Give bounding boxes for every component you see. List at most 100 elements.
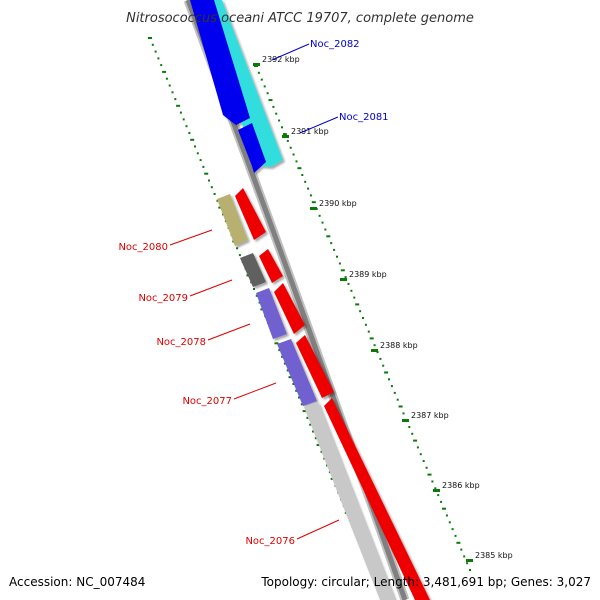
gene-labels: Noc_2082 Noc_2081 Noc_2080 Noc_2079 Noc_2078… bbox=[118, 39, 388, 547]
gene-leader-line bbox=[233, 382, 277, 400]
gene-label-noc-2082[interactable]: Noc_2082 bbox=[310, 39, 360, 50]
feature-noc-2078[interactable] bbox=[274, 283, 305, 334]
outer-tick bbox=[353, 296, 356, 299]
outer-tick bbox=[278, 119, 281, 122]
inner-tick bbox=[176, 104, 181, 107]
gene-leader-line bbox=[299, 116, 339, 134]
feature-noc-2079[interactable] bbox=[259, 249, 283, 283]
outer-tick bbox=[437, 494, 440, 497]
outer-tick bbox=[416, 446, 419, 449]
inner-tick bbox=[316, 444, 321, 446]
feature-noc-2076-light[interactable] bbox=[304, 402, 395, 600]
genome-summary-text: Topology: circular; Length: 3,481,691 bp… bbox=[260, 575, 591, 589]
gene-leader-line bbox=[169, 229, 213, 246]
inner-tick bbox=[208, 179, 210, 182]
gene-leader-line bbox=[271, 43, 310, 61]
outer-tick bbox=[330, 242, 333, 245]
inner-tick bbox=[281, 355, 284, 358]
outer-tick bbox=[384, 371, 389, 374]
outer-tick bbox=[333, 248, 336, 251]
kbp-label: 2391 kbp bbox=[291, 127, 329, 136]
inner-tick bbox=[216, 199, 219, 202]
outer-tick bbox=[376, 351, 379, 354]
outer-tick bbox=[369, 337, 374, 340]
inner-tick bbox=[298, 396, 300, 399]
feature-noc-2077-purple[interactable] bbox=[277, 339, 317, 406]
feature-noc-2082-blue[interactable] bbox=[190, 0, 250, 125]
inner-tick bbox=[202, 165, 205, 168]
outer-tick bbox=[309, 194, 312, 197]
outer-tick bbox=[466, 562, 469, 565]
feature-noc-2080-gold[interactable] bbox=[217, 194, 248, 246]
outer-tick bbox=[336, 255, 338, 258]
outer-tick bbox=[301, 174, 304, 176]
outer-tick bbox=[382, 364, 385, 367]
outer-tick bbox=[440, 500, 443, 503]
feature-noc-2079-gray[interactable] bbox=[240, 253, 266, 287]
outer-tick bbox=[427, 473, 432, 476]
gene-label-noc-2080[interactable]: Noc_2080 bbox=[118, 242, 168, 253]
outer-tick bbox=[289, 146, 292, 149]
kbp-label: 2389 kbp bbox=[349, 270, 387, 279]
inner-tick bbox=[323, 457, 326, 460]
kbp-label: 2388 kbp bbox=[380, 341, 418, 350]
inner-tick bbox=[204, 172, 209, 175]
inner-tick bbox=[292, 383, 295, 385]
outer-tick bbox=[367, 330, 370, 333]
outer-tick bbox=[292, 153, 295, 156]
outer-tick bbox=[451, 528, 454, 531]
inner-tick bbox=[182, 118, 185, 121]
inner-tick bbox=[253, 288, 255, 290]
inner-tick bbox=[162, 70, 167, 73]
accession-text: Accession: NC_007484 bbox=[9, 575, 145, 589]
kbp-tick bbox=[402, 419, 409, 422]
outer-tick-ruler bbox=[254, 65, 471, 571]
inner-tick bbox=[278, 349, 281, 352]
inner-tick bbox=[314, 437, 317, 440]
outer-tick bbox=[350, 289, 353, 292]
gene-label-noc-2081[interactable]: Noc_2081 bbox=[339, 112, 389, 123]
outer-tick bbox=[425, 466, 428, 469]
inner-tick bbox=[274, 342, 279, 345]
feature-noc-2081[interactable] bbox=[238, 123, 266, 173]
kbp-tick bbox=[253, 63, 260, 66]
kbp-tick bbox=[433, 489, 440, 492]
inner-tick bbox=[160, 64, 163, 67]
kbp-label: 2390 kbp bbox=[319, 199, 357, 208]
gene-label-noc-2076[interactable]: Noc_2076 bbox=[245, 536, 295, 547]
outer-tick bbox=[344, 276, 347, 279]
outer-tick bbox=[297, 167, 302, 170]
outer-tick bbox=[460, 548, 463, 551]
inner-tick bbox=[199, 159, 202, 162]
outer-tick bbox=[311, 201, 316, 204]
inner-tick bbox=[306, 416, 309, 419]
feature-noc-2078-purple[interactable] bbox=[256, 288, 287, 339]
outer-tick bbox=[379, 357, 382, 360]
feature-noc-2076[interactable] bbox=[324, 398, 430, 600]
outer-tick bbox=[442, 507, 446, 510]
kbp-label: 2385 kbp bbox=[475, 551, 513, 560]
gene-label-noc-2078[interactable]: Noc_2078 bbox=[156, 337, 206, 348]
outer-tick bbox=[318, 214, 321, 217]
outer-tick bbox=[324, 228, 327, 231]
gene-label-noc-2077[interactable]: Noc_2077 bbox=[182, 396, 232, 407]
inner-tick bbox=[288, 376, 293, 379]
inner-tick bbox=[283, 362, 286, 365]
inner-tick bbox=[320, 450, 323, 453]
inner-tick bbox=[168, 84, 171, 87]
inner-tick bbox=[238, 254, 241, 257]
outer-tick bbox=[402, 412, 405, 415]
inner-tick bbox=[302, 410, 307, 413]
outer-tick bbox=[340, 269, 345, 272]
outer-tick bbox=[359, 310, 362, 313]
outer-tick bbox=[434, 487, 437, 490]
outer-tick bbox=[419, 453, 422, 456]
feature-noc-2080[interactable] bbox=[235, 188, 266, 240]
kbp-label: 2387 kbp bbox=[411, 411, 449, 420]
feature-noc-2077[interactable] bbox=[296, 335, 334, 398]
kbp-label: 2386 kbp bbox=[442, 481, 480, 490]
gene-leader-line bbox=[189, 279, 233, 297]
forward-strand-features bbox=[190, 0, 283, 173]
gene-label-noc-2079[interactable]: Noc_2079 bbox=[138, 293, 188, 304]
